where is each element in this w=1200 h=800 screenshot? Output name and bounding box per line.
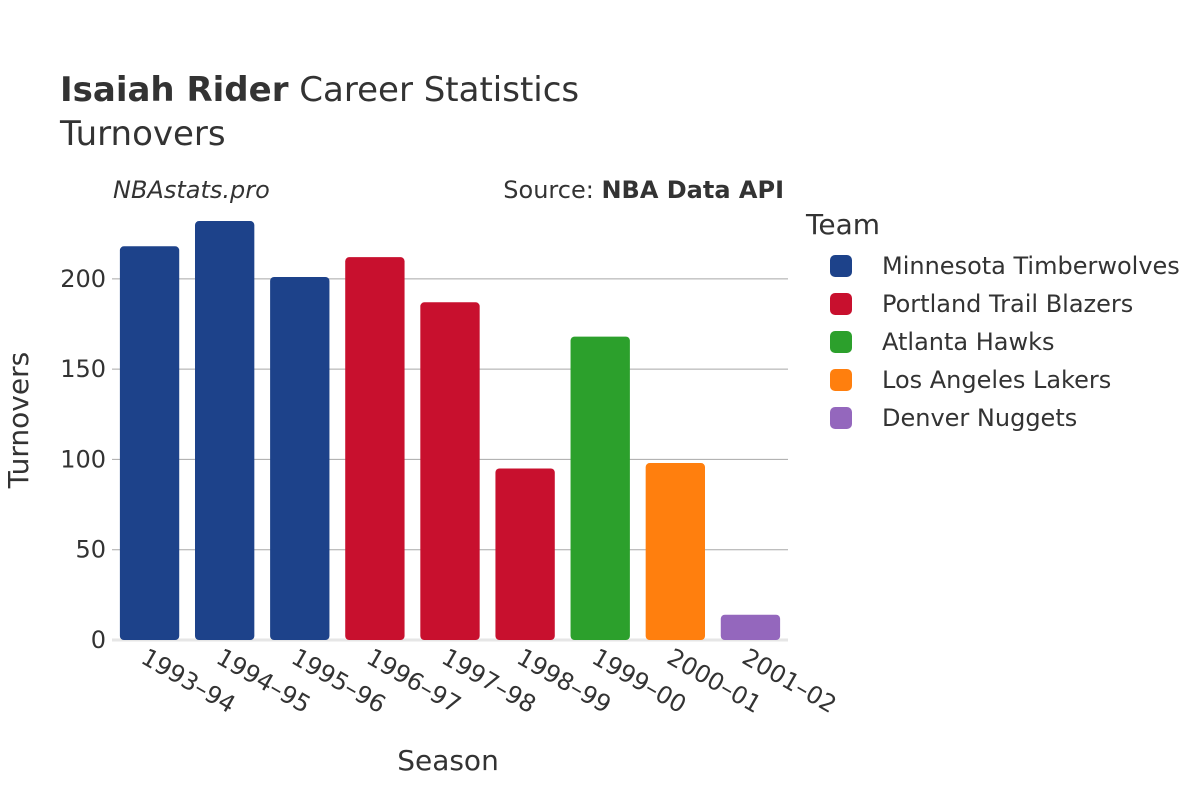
legend-swatch [830,407,852,429]
legend-item[interactable]: Portland Trail Blazers [806,285,1180,323]
chart-subtitle: Turnovers [60,114,226,154]
legend-item[interactable]: Los Angeles Lakers [806,361,1180,399]
legend-label: Denver Nuggets [882,404,1078,432]
legend-swatch [830,331,852,353]
y-tick-labels: 0 50 100 150 200 [60,265,106,654]
chart-title: Isaiah Rider Career Statistics Turnovers [60,68,579,156]
bar[interactable] [345,257,405,640]
legend-swatch [830,369,852,391]
y-tick-label: 150 [60,355,106,383]
title-player: Isaiah Rider [60,70,289,110]
bars [119,221,781,640]
legend-label: Los Angeles Lakers [882,366,1112,394]
source-prefix: Source: [503,176,594,204]
x-axis-label: Season [397,744,499,777]
legend-item[interactable]: Minnesota Timberwolves [806,247,1180,285]
x-tick-labels: 1993–941994–951995–961996–971997–981998–… [137,643,842,719]
legend-label: Portland Trail Blazers [882,290,1134,318]
legend-label: Minnesota Timberwolves [882,252,1180,280]
legend-swatch [830,255,852,277]
source-note: Source: NBA Data API [503,176,784,204]
bar[interactable] [194,221,255,640]
bar[interactable] [645,463,706,640]
legend-label: Atlanta Hawks [882,328,1055,356]
legend-title: Team [806,208,881,241]
bar[interactable] [495,468,555,640]
legend: Team Minnesota Timberwolves Portland Tra… [806,208,1180,437]
bar[interactable] [720,614,781,640]
y-tick-label: 200 [60,265,106,293]
y-tick-label: 0 [91,626,106,654]
y-axis-label: Turnovers [2,352,35,489]
y-tick-label: 100 [60,445,106,473]
source-name: NBA Data API [601,176,784,204]
bar[interactable] [270,277,330,640]
y-tick-label: 50 [75,536,106,564]
legend-item[interactable]: Atlanta Hawks [806,323,1180,361]
bar[interactable] [570,336,630,640]
legend-item[interactable]: Denver Nuggets [806,399,1180,437]
title-rest: Career Statistics [299,70,580,110]
watermark: NBAstats.pro [113,176,270,204]
bar[interactable] [420,302,480,640]
bar[interactable] [119,246,180,640]
legend-swatch [830,293,852,315]
